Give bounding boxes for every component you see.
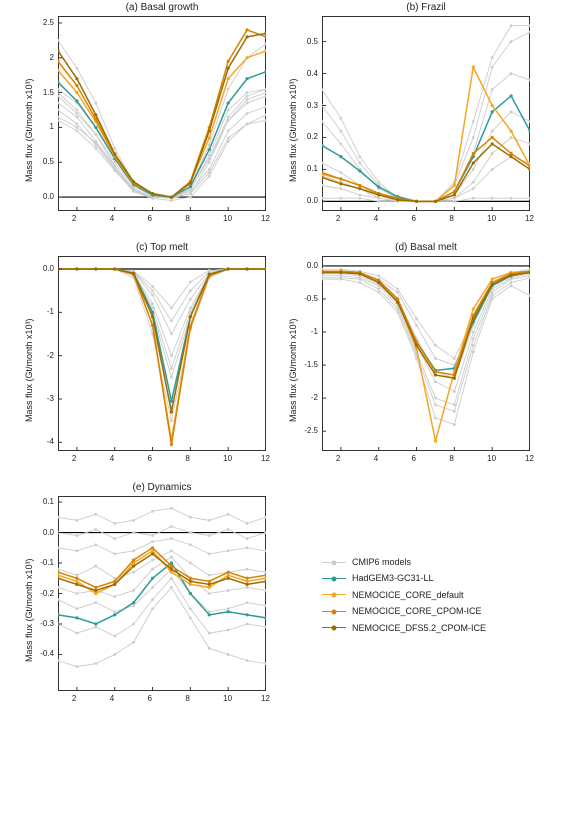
y-tick-label: -3 <box>28 394 54 403</box>
x-tick-label: 12 <box>261 214 270 223</box>
y-tick-label: -0.3 <box>28 619 54 628</box>
y-tick-label: 0.5 <box>28 157 54 166</box>
x-tick-label: 10 <box>487 454 496 463</box>
legend-label: NEMOCICE_CORE_CPOM-ICE <box>352 604 482 618</box>
panel-title: (e) Dynamics <box>58 482 266 493</box>
x-tick-label: 12 <box>261 454 270 463</box>
y-tick-label: -2 <box>28 351 54 360</box>
chart-svg <box>322 256 530 451</box>
panel-c: (c) Top meltMass flux (Gt/month x10³)246… <box>58 256 266 451</box>
legend-item: HadGEM3-GC31-LL <box>322 571 486 585</box>
y-tick-label: -2 <box>292 393 318 402</box>
y-tick-label: 0.2 <box>292 132 318 141</box>
y-tick-label: -1 <box>292 327 318 336</box>
legend-label: CMIP6 models <box>352 555 411 569</box>
legend-swatch <box>322 627 346 628</box>
x-tick-label: 12 <box>525 214 534 223</box>
panel-a: (a) Basal growthMass flux (Gt/month x10³… <box>58 16 266 211</box>
y-tick-label: -1 <box>28 307 54 316</box>
x-tick-label: 2 <box>336 454 340 463</box>
y-axis-label: Mass flux (Gt/month x10³) <box>24 318 34 422</box>
y-tick-label: 0.0 <box>28 528 54 537</box>
x-tick-label: 8 <box>185 454 189 463</box>
x-tick-label: 2 <box>336 214 340 223</box>
panel-d: (d) Basal meltMass flux (Gt/month x10³)2… <box>322 256 530 451</box>
x-tick-label: 6 <box>148 454 152 463</box>
chart-svg <box>58 256 266 451</box>
y-tick-label: 1.5 <box>28 88 54 97</box>
panel-title: (c) Top melt <box>58 242 266 253</box>
y-tick-label: 0.1 <box>292 164 318 173</box>
x-tick-label: 2 <box>72 214 76 223</box>
x-tick-label: 6 <box>412 454 416 463</box>
legend-item: NEMOCICE_CORE_CPOM-ICE <box>322 604 486 618</box>
chart-svg <box>322 16 530 211</box>
y-tick-label: 1 <box>28 122 54 131</box>
figure-container: (a) Basal growth Mass flux (Gt/month x10³… <box>0 0 575 822</box>
y-tick-label: 0.3 <box>292 101 318 110</box>
y-tick-label: 0.5 <box>292 37 318 46</box>
x-tick-label: 6 <box>148 694 152 703</box>
x-tick-label: 6 <box>148 214 152 223</box>
y-tick-label: 0.4 <box>292 69 318 78</box>
legend-swatch <box>322 611 346 612</box>
x-tick-label: 4 <box>110 214 114 223</box>
legend-swatch <box>322 594 346 595</box>
x-tick-label: 10 <box>223 454 232 463</box>
legend-swatch <box>322 562 346 563</box>
panel-title: (a) Basal growth <box>58 2 266 13</box>
panel-title: (d) Basal melt <box>322 242 530 253</box>
legend-label: HadGEM3-GC31-LL <box>352 571 434 585</box>
panel-title: (b) Frazil <box>322 2 530 13</box>
x-tick-label: 8 <box>185 214 189 223</box>
y-tick-label: -0.5 <box>292 294 318 303</box>
x-tick-label: 4 <box>374 214 378 223</box>
x-tick-label: 12 <box>525 454 534 463</box>
legend-label: NEMOCICE_DFS5.2_CPOM-ICE <box>352 621 486 635</box>
panel-b: (b) FrazilMass flux (Gt/month x10³)24681… <box>322 16 530 211</box>
y-tick-label: -4 <box>28 437 54 446</box>
legend-label: NEMOCICE_CORE_default <box>352 588 464 602</box>
chart-svg <box>58 496 266 691</box>
x-tick-label: 10 <box>487 214 496 223</box>
x-tick-label: 2 <box>72 694 76 703</box>
y-axis-label: Mass flux (Gt/month x10³) <box>24 558 34 662</box>
x-tick-label: 6 <box>412 214 416 223</box>
y-tick-label: 2 <box>28 53 54 62</box>
y-tick-label: 2.5 <box>28 18 54 27</box>
x-tick-label: 4 <box>110 454 114 463</box>
y-tick-label: 0.0 <box>292 196 318 205</box>
legend: CMIP6 models HadGEM3-GC31-LL NEMOCICE_CORE… <box>322 555 486 637</box>
x-tick-label: 4 <box>374 454 378 463</box>
y-tick-label: -1.5 <box>292 360 318 369</box>
x-tick-label: 10 <box>223 214 232 223</box>
y-tick-label: 0.0 <box>28 264 54 273</box>
chart-svg <box>58 16 266 211</box>
y-tick-label: -0.1 <box>28 558 54 567</box>
x-tick-label: 12 <box>261 694 270 703</box>
x-tick-label: 8 <box>449 214 453 223</box>
x-tick-label: 8 <box>185 694 189 703</box>
y-tick-label: 0.1 <box>28 497 54 506</box>
legend-item: CMIP6 models <box>322 555 486 569</box>
y-tick-label: 0.0 <box>292 261 318 270</box>
panel-e: (e) DynamicsMass flux (Gt/month x10³)246… <box>58 496 266 691</box>
legend-swatch <box>322 578 346 579</box>
x-tick-label: 10 <box>223 694 232 703</box>
y-tick-label: 0.0 <box>28 192 54 201</box>
legend-item: NEMOCICE_CORE_default <box>322 588 486 602</box>
legend-item: NEMOCICE_DFS5.2_CPOM-ICE <box>322 621 486 635</box>
x-tick-label: 2 <box>72 454 76 463</box>
x-tick-label: 8 <box>449 454 453 463</box>
y-tick-label: -0.4 <box>28 649 54 658</box>
y-tick-label: -2.5 <box>292 426 318 435</box>
x-tick-label: 4 <box>110 694 114 703</box>
y-tick-label: -0.2 <box>28 589 54 598</box>
